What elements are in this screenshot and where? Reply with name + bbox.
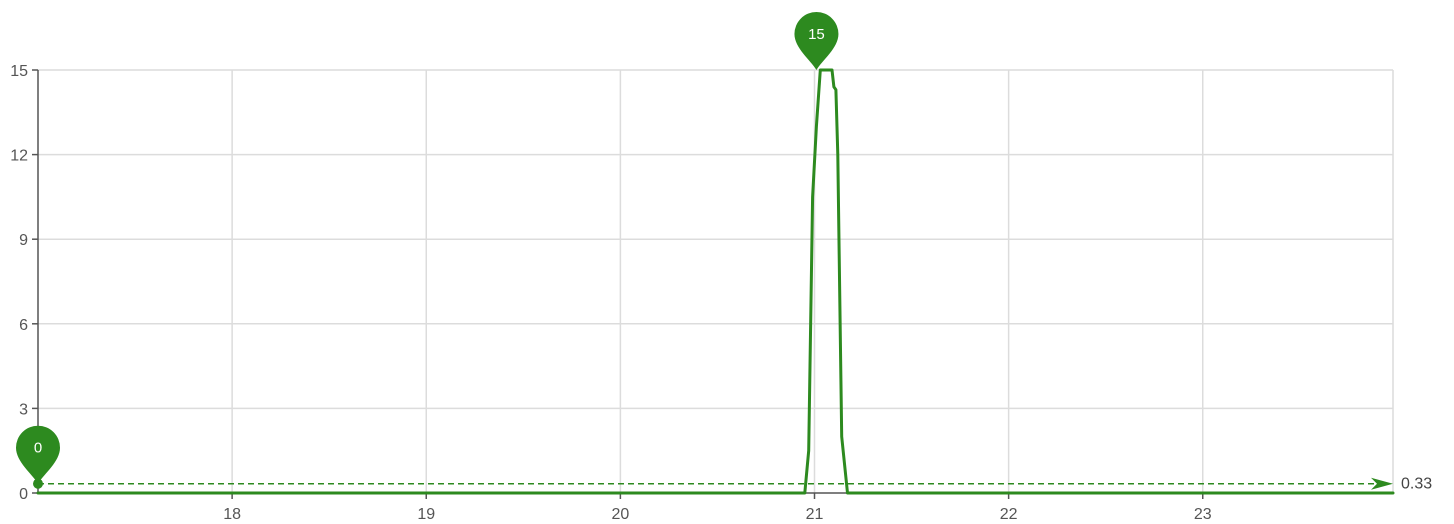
series-line-0 (36, 68, 1395, 495)
y-tick-label: 0 (19, 486, 28, 503)
x-tick-label: 20 (611, 506, 629, 523)
y-tick-label: 15 (10, 63, 28, 80)
y-tick-label: 6 (19, 317, 28, 334)
mark-point-0: 0 (16, 425, 60, 489)
x-tick-label: 22 (1000, 506, 1018, 523)
x-tick-label: 23 (1194, 506, 1212, 523)
mark-points: 0 15 (16, 12, 839, 489)
y-tick-label: 3 (19, 401, 28, 418)
mark-point-pin (794, 12, 839, 71)
x-tick-label: 18 (223, 506, 241, 523)
y-tick-label: 9 (19, 232, 28, 249)
series-layer (36, 68, 1395, 495)
mark-point-label: 15 (808, 26, 825, 43)
y-tick-label: 12 (10, 148, 28, 165)
average-mark-line: 0.33 (38, 476, 1432, 493)
mark-point-label: 0 (34, 440, 42, 457)
x-tick-label: 19 (417, 506, 435, 523)
grid-lines (38, 69, 1394, 493)
mark-line-arrow (1371, 477, 1393, 490)
mark-point-1: 15 (794, 12, 839, 71)
mark-line-label: 0.33 (1401, 476, 1432, 493)
x-tick-label: 21 (806, 506, 824, 523)
mark-point-pin (16, 425, 60, 484)
axes: 0 3 6 9 12 15 18 19 20 21 22 23 (10, 63, 1393, 523)
